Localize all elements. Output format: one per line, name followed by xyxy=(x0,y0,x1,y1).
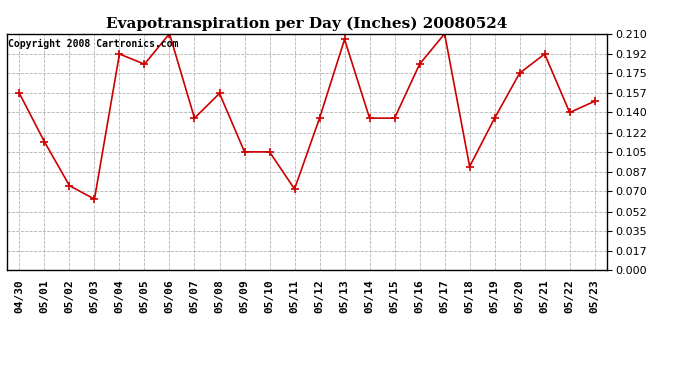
Text: Copyright 2008 Cartronics.com: Copyright 2008 Cartronics.com xyxy=(8,39,179,48)
Title: Evapotranspiration per Day (Inches) 20080524: Evapotranspiration per Day (Inches) 2008… xyxy=(106,17,508,31)
